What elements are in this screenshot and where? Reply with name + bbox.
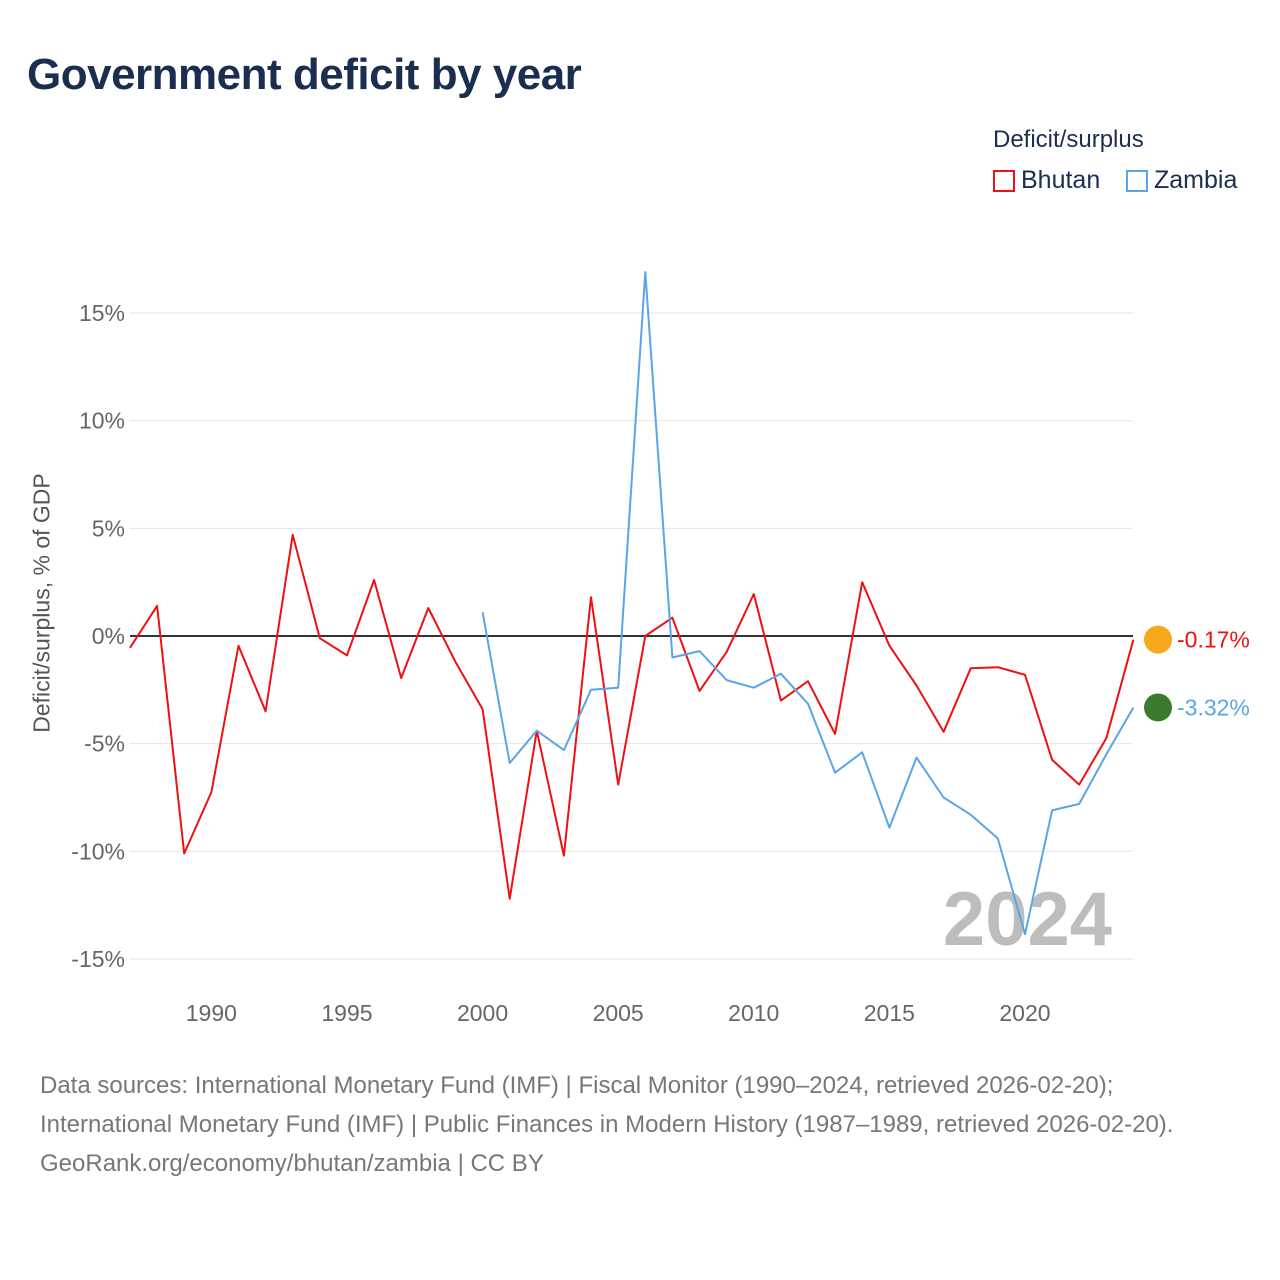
legend-title: Deficit/surplus — [993, 126, 1144, 153]
x-tick-label: 1990 — [186, 1000, 237, 1026]
flag-icon-bhutan — [1144, 625, 1172, 654]
end-value-label: -3.32% — [1177, 694, 1250, 720]
y-tick-label: 0% — [92, 623, 125, 649]
x-tick-label: 2015 — [864, 1000, 915, 1026]
legend-swatch — [1126, 169, 1148, 192]
legend-swatch — [993, 169, 1015, 192]
source-notes: Data sources: International Monetary Fun… — [40, 1066, 1240, 1183]
legend-label: Bhutan — [1021, 166, 1101, 194]
flag-icon-zambia — [1144, 693, 1172, 722]
legend-item-zambia[interactable]: Zambia — [1126, 166, 1237, 195]
y-tick-label: -15% — [71, 946, 125, 972]
end-value-label: -0.17% — [1177, 627, 1250, 653]
x-tick-label: 2020 — [999, 1000, 1050, 1026]
y-tick-label: 10% — [79, 408, 125, 434]
source-line: International Monetary Fund (IMF) | Publ… — [40, 1111, 1174, 1138]
legend-item-bhutan[interactable]: Bhutan — [993, 166, 1100, 195]
legend-label: Zambia — [1154, 166, 1238, 194]
y-tick-label: 15% — [79, 300, 125, 326]
x-tick-label: 1995 — [321, 1000, 372, 1026]
series-line-zambia — [481, 271, 1135, 936]
y-tick-label: -10% — [71, 838, 125, 864]
y-tick-label: 5% — [92, 515, 125, 541]
y-tick-label: -5% — [84, 731, 125, 757]
x-tick-label: 2000 — [457, 1000, 508, 1026]
chart-title: Government deficit by year — [27, 50, 582, 99]
x-tick-label: 2010 — [728, 1000, 779, 1026]
source-line: GeoRank.org/economy/bhutan/zambia | CC B… — [40, 1150, 544, 1177]
x-tick-label: 2005 — [593, 1000, 644, 1026]
series-line-bhutan — [129, 533, 1135, 900]
source-line: Data sources: International Monetary Fun… — [40, 1072, 1114, 1099]
